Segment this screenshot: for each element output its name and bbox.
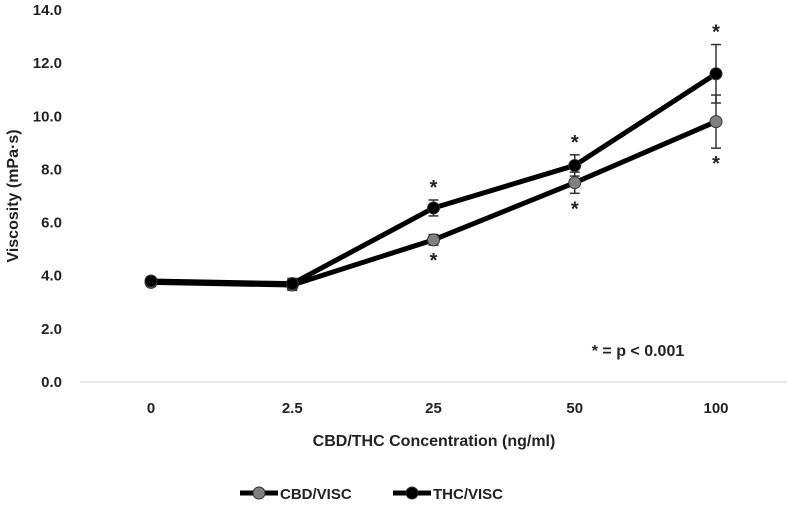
- y-tick-label: 14.0: [33, 2, 62, 19]
- y-axis-label: Viscosity (mPa·s): [5, 129, 22, 262]
- y-tick-label: 6.0: [41, 215, 62, 232]
- significance-marker: *: [430, 177, 438, 199]
- x-axis-label: CBD/THC Concentration (ng/ml): [313, 433, 556, 450]
- x-tick-label: 100: [703, 400, 728, 417]
- data-point: [427, 233, 440, 247]
- significance-annotation: * = p < 0.001: [592, 343, 685, 360]
- legend-label: CBD/VISC: [280, 486, 352, 503]
- y-tick-label: 8.0: [41, 161, 62, 178]
- y-tick-label: 0.0: [41, 374, 62, 391]
- legend-marker: [405, 486, 419, 500]
- data-point: [144, 274, 158, 288]
- x-tick-label: 25: [425, 400, 442, 417]
- legend-label: THC/VISC: [433, 486, 503, 503]
- data-point: [568, 176, 582, 190]
- y-tick-label: 4.0: [41, 268, 62, 285]
- data-point: [709, 67, 723, 81]
- data-point: [427, 201, 440, 215]
- data-point: [709, 115, 723, 129]
- x-tick-label: 0: [147, 400, 155, 417]
- significance-marker: *: [712, 22, 720, 44]
- legend: CBD/VISC THC/VISC: [240, 486, 503, 503]
- series-thc-visc: * * *: [144, 22, 723, 291]
- significance-marker: *: [430, 250, 438, 272]
- data-point: [285, 277, 299, 291]
- y-tick-label: 10.0: [33, 108, 62, 125]
- y-tick-label: 2.0: [41, 321, 62, 338]
- legend-marker: [252, 486, 266, 500]
- x-tick-label: 50: [566, 400, 583, 417]
- x-tick-label: 2.5: [282, 400, 303, 417]
- y-tick-label: 12.0: [33, 55, 62, 72]
- significance-marker: *: [571, 198, 579, 220]
- data-point: [568, 158, 582, 172]
- significance-marker: *: [712, 153, 720, 175]
- significance-marker: *: [571, 132, 579, 154]
